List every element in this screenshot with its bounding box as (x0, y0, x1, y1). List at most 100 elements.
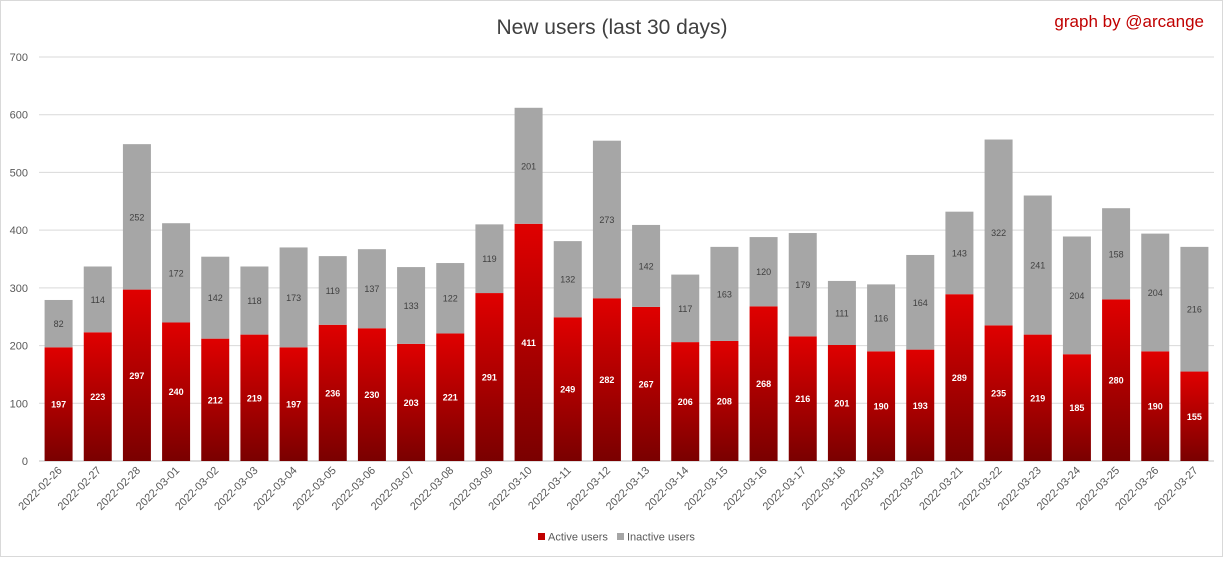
y-tick-label: 400 (10, 225, 28, 237)
y-tick-label: 300 (10, 283, 28, 295)
bar-active (749, 306, 778, 461)
bar-active (83, 332, 112, 461)
data-label-inactive: 322 (991, 228, 1006, 238)
data-label-active: 201 (834, 398, 849, 408)
data-label-active: 212 (208, 395, 223, 405)
bar-inactive (867, 284, 896, 352)
bar-inactive (1141, 233, 1170, 352)
bar-inactive (397, 267, 426, 344)
y-tick-label: 700 (10, 52, 28, 64)
data-label-inactive: 111 (835, 308, 849, 318)
bar-active (475, 293, 504, 461)
bar-active (867, 351, 896, 461)
data-label-active: 190 (1148, 402, 1163, 412)
data-label-inactive: 118 (247, 296, 261, 306)
data-label-inactive: 137 (364, 284, 379, 294)
data-label-inactive: 204 (1069, 291, 1084, 301)
data-label-inactive: 158 (1109, 249, 1124, 259)
data-label-active: 291 (482, 373, 497, 383)
data-label-inactive: 164 (913, 298, 928, 308)
bar-active (201, 338, 230, 461)
bar-inactive (671, 274, 700, 343)
data-label-inactive: 241 (1030, 261, 1045, 271)
bar-inactive (1062, 236, 1091, 355)
data-label-active: 230 (364, 390, 379, 400)
bar-active (906, 349, 935, 461)
bar-inactive (1180, 246, 1209, 372)
data-label-active: 297 (129, 371, 144, 381)
data-label-active: 197 (286, 400, 301, 410)
data-label-active: 208 (717, 396, 732, 406)
data-label-inactive: 143 (952, 248, 967, 258)
data-label-inactive: 142 (208, 293, 223, 303)
bar-active (318, 324, 347, 461)
data-label-active: 197 (51, 400, 66, 410)
data-label-active: 203 (404, 398, 419, 408)
data-label-inactive: 114 (91, 295, 105, 305)
bar-inactive (1023, 195, 1052, 335)
data-label-active: 267 (639, 379, 654, 389)
data-label-inactive: 201 (521, 161, 536, 171)
chart-credit: graph by @arcange (1054, 12, 1204, 31)
bar-inactive (475, 224, 504, 294)
bar-active (357, 328, 386, 461)
bar-active (162, 322, 191, 461)
bar-active (1062, 354, 1091, 461)
data-label-active: 282 (599, 375, 614, 385)
bar-active (1023, 334, 1052, 461)
bar-inactive (749, 237, 778, 307)
data-label-inactive: 179 (795, 280, 810, 290)
bar-inactive (827, 280, 856, 345)
bar-active (240, 334, 269, 461)
bar-active (122, 289, 151, 461)
data-label-inactive: 204 (1148, 288, 1163, 298)
data-label-inactive: 172 (169, 268, 184, 278)
bar-active (514, 223, 543, 461)
bar-active (710, 340, 739, 461)
data-label-inactive: 117 (678, 304, 692, 314)
y-tick-label: 200 (10, 341, 28, 353)
bar-active (1180, 371, 1209, 461)
bar-active (553, 317, 582, 461)
bar-inactive (710, 246, 739, 341)
y-tick-label: 100 (10, 398, 28, 410)
bar-inactive (553, 241, 582, 318)
data-label-inactive: 122 (443, 294, 458, 304)
data-label-active: 289 (952, 373, 967, 383)
bar-inactive (279, 247, 308, 348)
data-label-active: 193 (913, 401, 928, 411)
y-tick-label: 600 (10, 110, 28, 122)
bar-active (671, 342, 700, 461)
data-label-inactive: 163 (717, 289, 732, 299)
data-label-active: 280 (1109, 376, 1124, 386)
y-tick-label: 500 (10, 167, 28, 179)
data-label-inactive: 252 (129, 212, 144, 222)
bar-inactive (162, 223, 191, 323)
data-label-inactive: 142 (639, 261, 654, 271)
data-label-active: 236 (325, 388, 340, 398)
bar-inactive (788, 233, 817, 337)
bar-inactive (592, 140, 621, 299)
bar-inactive (514, 107, 543, 224)
bar-inactive (357, 249, 386, 329)
bar-active (397, 343, 426, 461)
chart-title: New users (last 30 days) (496, 16, 727, 39)
data-label-inactive: 132 (560, 275, 575, 285)
data-label-inactive: 133 (404, 301, 419, 311)
data-label-active: 235 (991, 389, 1006, 399)
bar-inactive (1102, 208, 1131, 300)
bar-inactive (83, 266, 112, 333)
data-label-active: 411 (521, 338, 536, 348)
bar-inactive (44, 299, 73, 348)
bar-active (279, 347, 308, 461)
bar-active (788, 336, 817, 461)
bar-active (827, 344, 856, 461)
data-label-inactive: 116 (874, 313, 888, 323)
legend-label-inactive: Inactive users (627, 532, 695, 544)
bar-active (44, 347, 73, 461)
bar-inactive (318, 256, 347, 325)
data-label-inactive: 216 (1187, 305, 1202, 315)
data-label-inactive: 119 (326, 286, 340, 296)
